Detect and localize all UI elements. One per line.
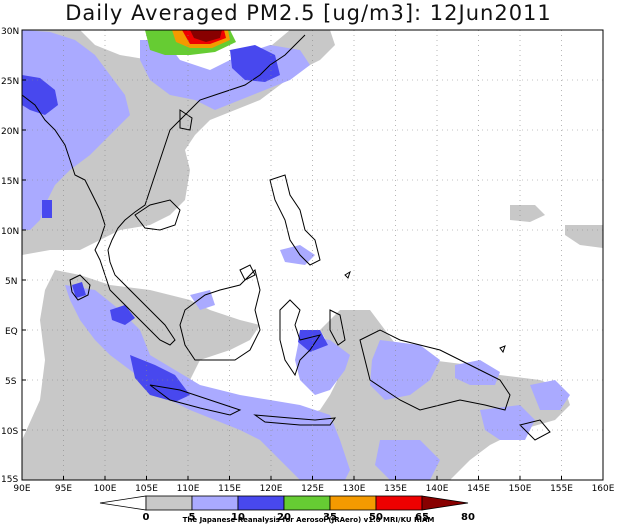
lat-label: 10S [1, 427, 18, 437]
legend-tick-label: 80 [461, 512, 475, 523]
lon-label: 145E [467, 484, 490, 494]
lon-label: 110E [177, 484, 200, 494]
lat-label: 10N [1, 227, 19, 237]
coastlines [22, 34, 551, 441]
legend-tick-label: 0 [143, 512, 150, 523]
darkred-concentration-band [190, 30, 222, 42]
grid-lines [22, 30, 603, 480]
legend-swatch-65-80 [375, 495, 423, 511]
legend-swatch-35-50 [283, 495, 331, 511]
lat-label: 15S [1, 475, 18, 485]
lon-label: 125E [301, 484, 324, 494]
legend-tick-label: 10 [231, 512, 245, 523]
color-legend: 0 5 10 20 35 50 65 80 [99, 495, 475, 523]
lat-label: 15N [1, 177, 19, 187]
legend-tick-label: 35 [323, 512, 337, 523]
legend-tick-label: 50 [369, 512, 383, 523]
lon-label: 130E [343, 484, 366, 494]
lat-label: 5N [5, 277, 17, 287]
map-title: Daily Averaged PM2.5 [ug/m3]: 12Jun2011 [65, 1, 552, 25]
lat-label: 30N [1, 27, 19, 37]
legend-swatch-50-65 [329, 495, 377, 511]
lon-label: 95E [55, 484, 72, 494]
lon-label: 160E [592, 484, 615, 494]
light-blue-concentration-band [22, 30, 570, 480]
legend-tick-label: 5 [189, 512, 196, 523]
lon-label: 100E [94, 484, 117, 494]
longitude-labels: 90E 95E 100E 105E 110E 115E 120E 125E 13… [13, 484, 614, 494]
lon-label: 105E [135, 484, 158, 494]
axis-ticks [22, 79, 562, 480]
latitude-labels: 30N 25N 20N 15N 10N 5N EQ 5S 10S 15S [1, 27, 19, 485]
lat-label: 5S [5, 377, 17, 387]
legend-tick-label: 65 [415, 512, 429, 523]
lon-label: 150E [509, 484, 532, 494]
lat-label: EQ [5, 327, 18, 337]
lon-label: 140E [426, 484, 449, 494]
data-source-credit: The Japanese Reanalysis for Aerosol (JRA… [182, 516, 435, 524]
lon-label: 115E [218, 484, 241, 494]
lon-label: 120E [260, 484, 283, 494]
blue-concentration-band [22, 45, 328, 402]
legend-swatch-20-35 [237, 495, 285, 511]
concentration-field [22, 30, 603, 480]
legend-swatch-10-20 [191, 495, 239, 511]
legend-swatch-over-80 [421, 495, 469, 511]
lon-label: 135E [384, 484, 407, 494]
lat-label: 20N [1, 127, 19, 137]
lon-label: 90E [13, 484, 30, 494]
lon-label: 155E [550, 484, 573, 494]
legend-tick-label: 20 [277, 512, 291, 523]
legend-swatch-0-5 [99, 495, 147, 511]
lat-label: 25N [1, 77, 19, 87]
legend-swatch-5-10 [145, 495, 193, 511]
